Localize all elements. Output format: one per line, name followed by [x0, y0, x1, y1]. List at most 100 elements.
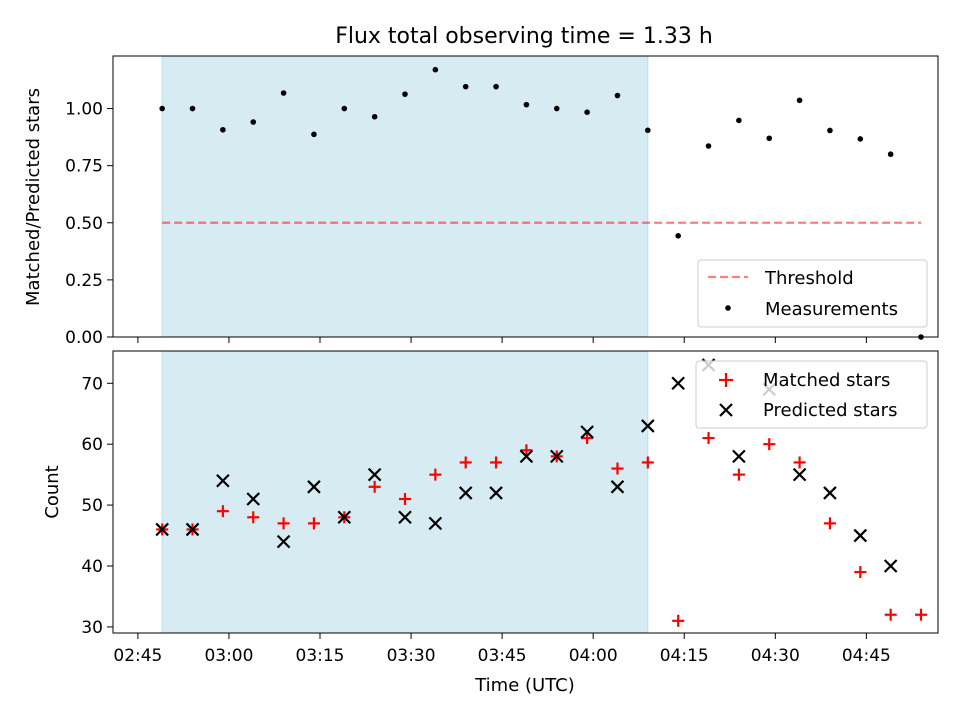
- measurement-point: [705, 143, 712, 149]
- predicted-star-marker: [823, 486, 837, 500]
- measurement-point: [614, 92, 621, 99]
- predicted-star-marker: [398, 510, 412, 525]
- matched-star-marker: [672, 614, 685, 627]
- top-y-tick-label: 0.25: [65, 271, 103, 291]
- predicted-marker-b: [367, 467, 382, 482]
- measurement-point: [280, 90, 287, 96]
- measurement-point: [857, 136, 864, 142]
- legend-predicted-swatch: [719, 403, 733, 417]
- measurement-point: [432, 66, 439, 73]
- measurement-point: [523, 101, 530, 108]
- predicted-marker-b: [792, 467, 807, 482]
- predicted-marker-b: [307, 480, 321, 494]
- predicted-marker-b: [489, 486, 503, 500]
- matched-star-marker: [490, 456, 503, 469]
- x-tick-label: 04:00: [569, 646, 618, 666]
- matched-star-marker: [854, 566, 867, 579]
- predicted-marker-b: [641, 419, 655, 433]
- measurement-point: [584, 109, 590, 115]
- measurement-point: [645, 127, 651, 134]
- matched-star-marker: [277, 517, 290, 530]
- measurement-point: [796, 97, 803, 104]
- bottom-y-tick-label: 70: [81, 374, 103, 394]
- measurement-point: [311, 131, 317, 138]
- x-tick-label: 03:15: [296, 646, 345, 666]
- predicted-star-marker: [458, 486, 473, 500]
- x-axis-label: Time (UTC): [474, 675, 575, 696]
- bottom-legend: Matched stars Predicted stars: [695, 360, 928, 429]
- matched-star-marker: [247, 511, 260, 524]
- measurement-point: [189, 105, 196, 112]
- measurement-point: [736, 117, 742, 124]
- legend-predicted-label: Predicted stars: [763, 400, 897, 421]
- top-y-tick-label: 0.00: [65, 328, 103, 348]
- predicted-star-marker: [276, 534, 291, 549]
- predicted-star-marker: [428, 516, 443, 531]
- matched-star-marker: [520, 444, 533, 457]
- predicted-star-marker: [580, 425, 594, 439]
- top-plot-frame: [112, 55, 939, 338]
- predicted-marker-b: [732, 449, 746, 464]
- measurement-point: [493, 83, 499, 90]
- matched-star-marker: [459, 456, 472, 469]
- predicted-star-marker: [337, 510, 352, 525]
- predicted-marker-b: [398, 510, 412, 525]
- predicted-marker-b: [883, 559, 898, 573]
- top-y-tick-label: 0.75: [65, 157, 103, 177]
- matched-star-marker: [915, 608, 928, 621]
- bottom-y-tick-label: 40: [81, 557, 103, 577]
- predicted-star-marker: [307, 480, 321, 494]
- predicted-marker-b: [155, 522, 169, 537]
- legend-measurements-swatch: [725, 305, 731, 311]
- predicted-marker-b: [610, 480, 625, 494]
- predicted-marker-b: [549, 449, 564, 464]
- top-panel: 0.00 0.25 0.50 0.75 1.00 Matched/Predicted s…: [23, 55, 939, 348]
- measurement-point: [887, 151, 894, 158]
- x-tick-label: 03:30: [387, 646, 436, 666]
- predicted-star-marker: [155, 522, 169, 537]
- predicted-marker-b: [580, 425, 594, 439]
- predicted-marker-b: [216, 473, 230, 488]
- predicted-star-marker: [216, 473, 230, 488]
- legend-matched-label: Matched stars: [763, 370, 890, 391]
- matched-star-marker: [641, 456, 654, 469]
- measurement-point: [462, 83, 469, 90]
- measurement-point: [766, 135, 773, 142]
- measurement-point: [827, 127, 833, 134]
- bottom-x-axis: 02:45 03:00 03:15 03:30 03:45 04:00 04:15 04:30…: [113, 633, 891, 666]
- matched-star-marker: [581, 432, 594, 445]
- top-y-tick-label: 1.00: [65, 100, 103, 120]
- matched-stars-series: [156, 432, 928, 627]
- bottom-y-axis-label: Count: [42, 465, 63, 518]
- predicted-marker-b: [246, 492, 261, 506]
- matched-star-marker: [763, 438, 776, 451]
- bottom-y-axis: 30 40 50 60 70: [81, 374, 113, 638]
- bottom-y-tick-label: 50: [81, 496, 103, 516]
- x-tick-label: 04:45: [842, 646, 891, 666]
- predicted-star-marker: [671, 376, 685, 391]
- measurement-point: [220, 126, 226, 133]
- x-tick-label: 03:00: [204, 646, 253, 666]
- bottom-plot-frame: [112, 350, 939, 634]
- predicted-star-marker: [185, 522, 200, 537]
- matched-star-marker: [429, 468, 442, 481]
- legend-matched-swatch: [719, 373, 733, 387]
- bottom-y-tick-label: 60: [81, 435, 103, 455]
- bottom-shaded-region: [161, 350, 649, 634]
- bottom-y-tick-label: 30: [81, 618, 103, 638]
- legend-threshold-label: Threshold: [764, 268, 854, 289]
- predicted-star-marker: [489, 486, 503, 500]
- legend-measurements-label: Measurements: [765, 299, 898, 320]
- matched-star-marker: [793, 456, 806, 469]
- measurement-point: [675, 232, 681, 239]
- predicted-star-marker: [549, 449, 564, 464]
- top-y-axis: 0.00 0.25 0.50 0.75 1.00: [65, 100, 113, 348]
- predicted-star-marker: [367, 467, 382, 482]
- bottom-legend-box: [695, 360, 928, 429]
- predicted-star-marker: [853, 528, 868, 543]
- top-y-tick-label: 0.50: [65, 214, 103, 234]
- predicted-marker-b: [276, 534, 291, 549]
- top-x-ticks: [137, 337, 867, 343]
- matched-star-marker: [368, 480, 381, 493]
